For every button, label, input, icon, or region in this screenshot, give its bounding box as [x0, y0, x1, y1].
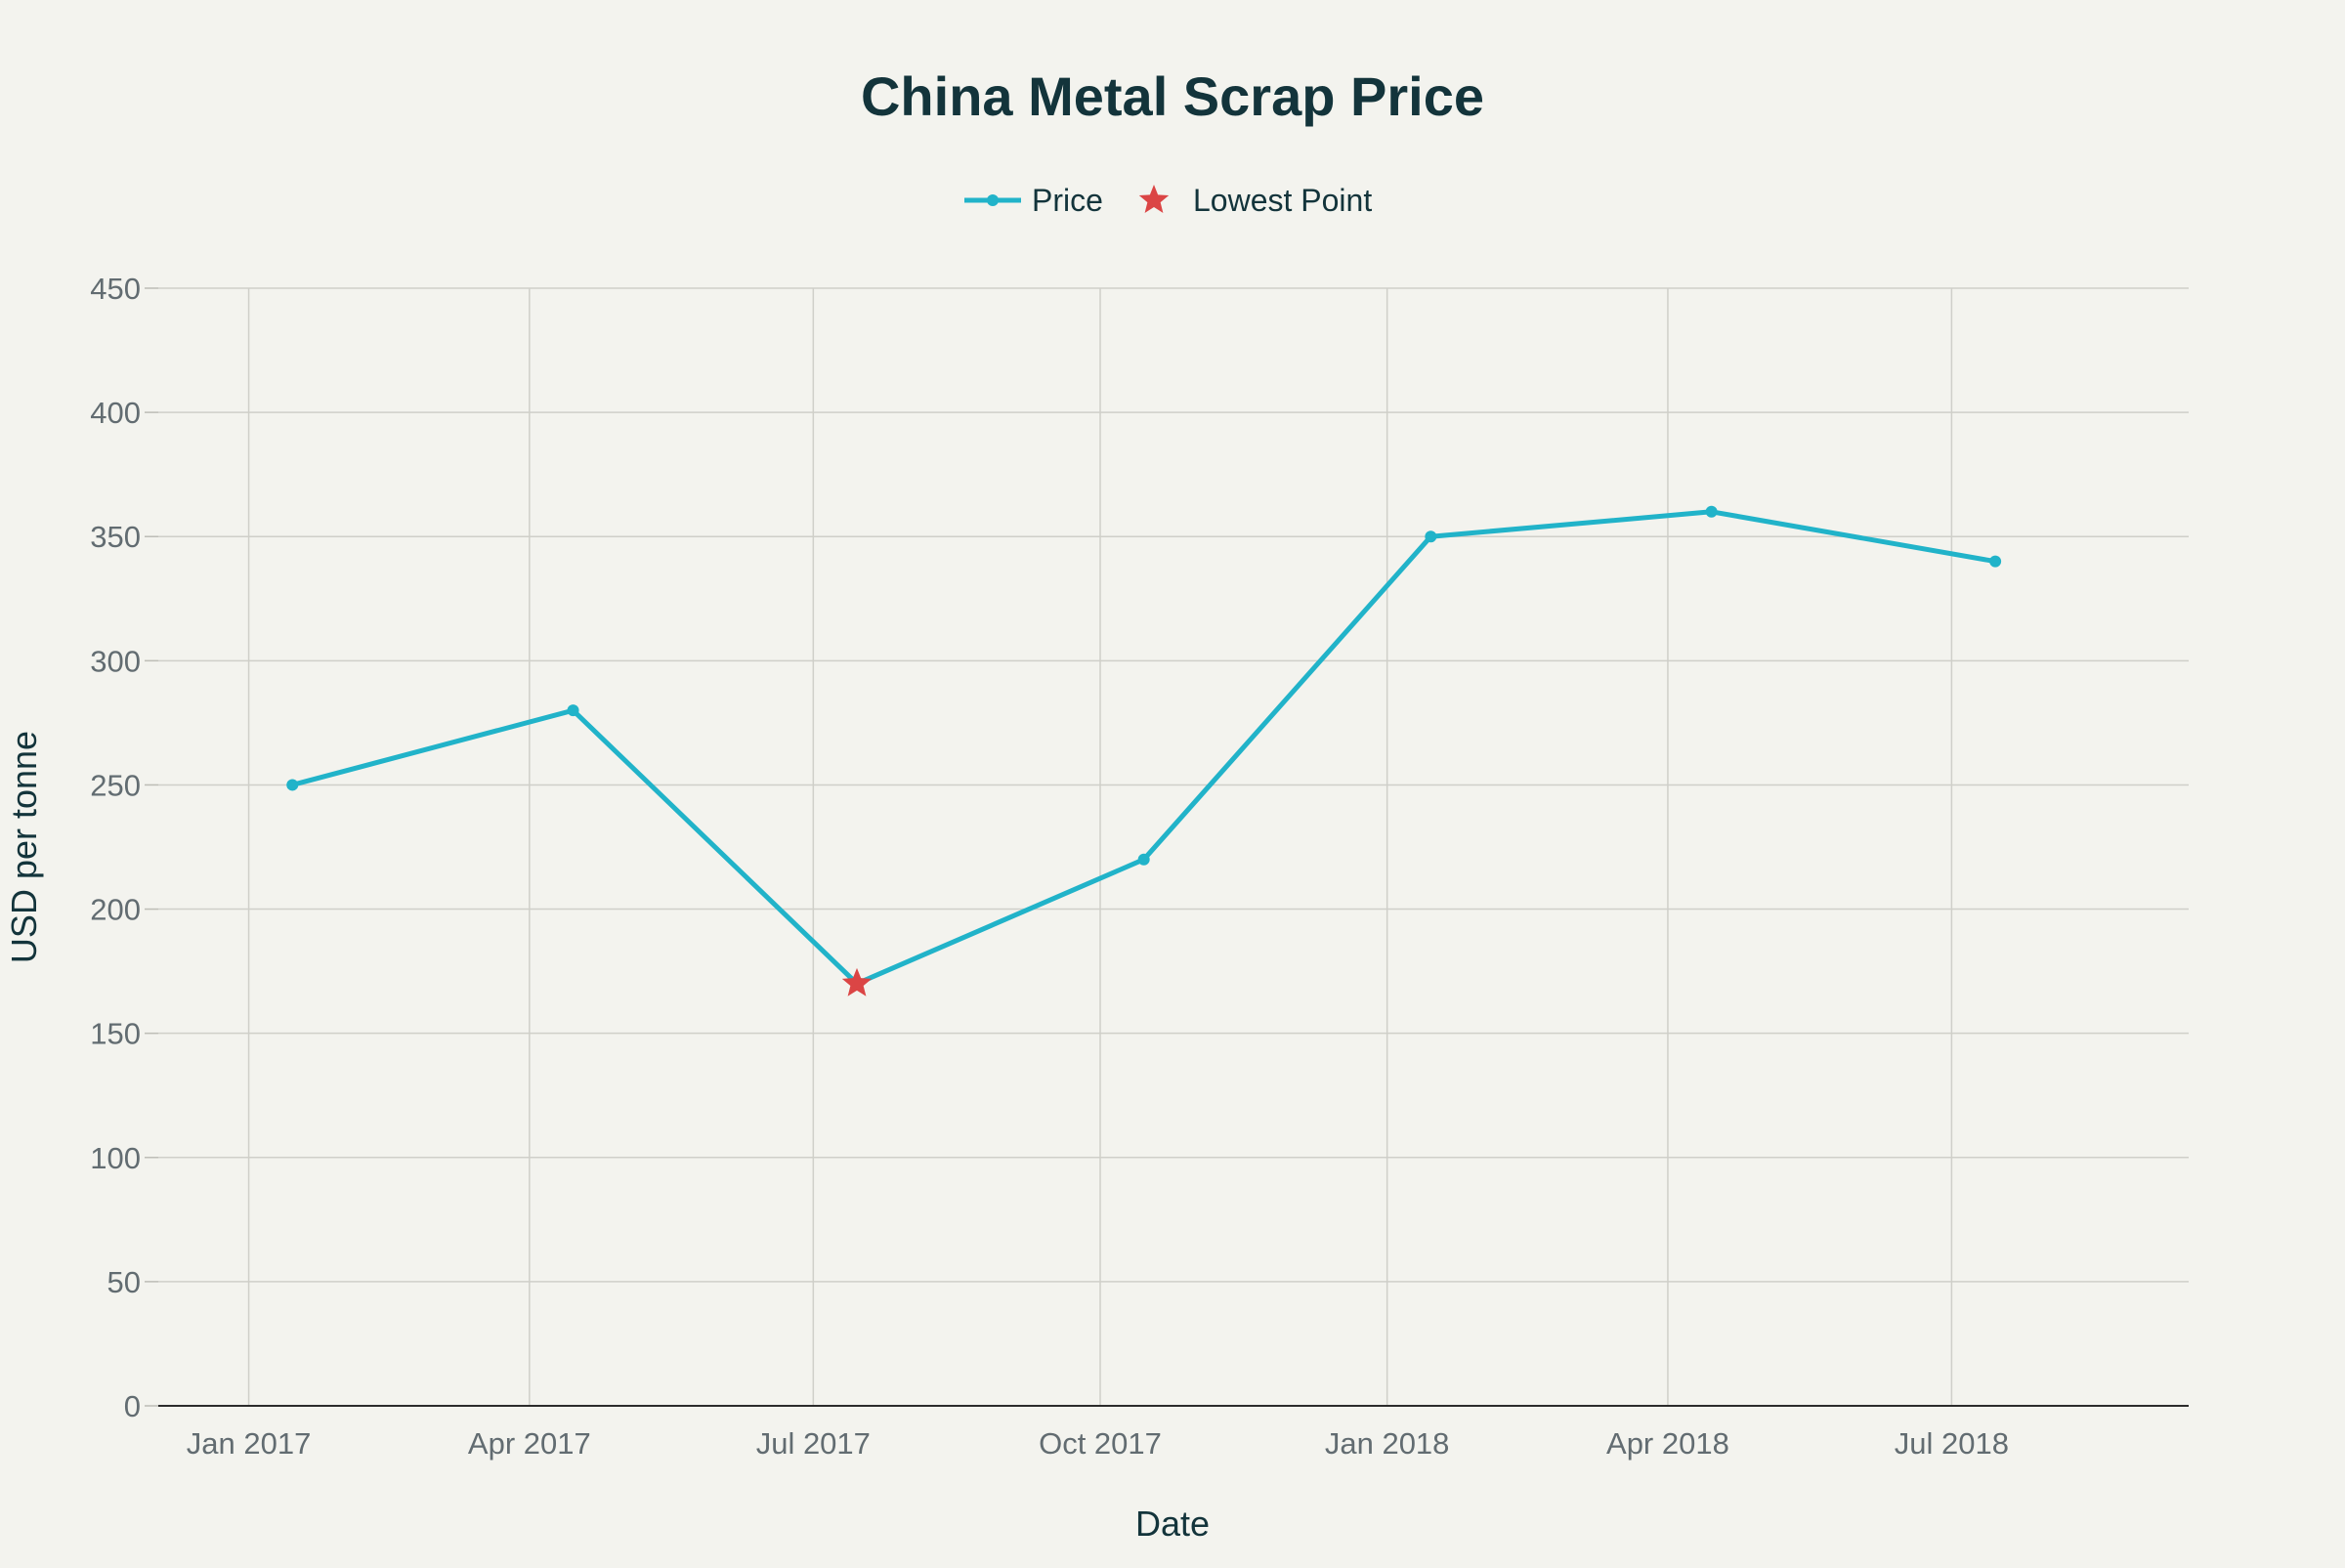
data-point [286, 779, 299, 791]
data-point [1425, 530, 1437, 543]
legend-label-price: Price [1032, 183, 1103, 218]
x-tick-label: Jan 2017 [187, 1426, 312, 1461]
y-axis-title: USD per tonne [4, 731, 44, 963]
y-tick-label: 200 [90, 893, 141, 927]
legend-label-lowest: Lowest Point [1193, 183, 1372, 218]
series-line-price [291, 509, 1996, 987]
y-tick-label: 350 [90, 520, 141, 554]
data-point [1705, 505, 1718, 518]
x-tick-label: Jul 2017 [756, 1426, 871, 1461]
legend: Price Lowest Point [964, 183, 1372, 218]
x-tick-label: Apr 2017 [468, 1426, 591, 1461]
y-tick-label: 50 [107, 1265, 141, 1299]
grid-layer [158, 287, 2189, 1406]
data-point [567, 704, 579, 717]
y-tick-label: 250 [90, 768, 141, 802]
legend-marker-price [987, 194, 999, 206]
x-tick-label: Jan 2018 [1325, 1426, 1450, 1461]
y-tick-label: 450 [90, 272, 141, 306]
x-tick-label: Apr 2018 [1606, 1426, 1729, 1461]
x-axis-title: Date [1135, 1504, 1210, 1544]
y-tick-label: 0 [124, 1389, 141, 1423]
series-layer [286, 505, 2002, 996]
data-point [1989, 555, 2002, 568]
lowest-point-star [841, 967, 873, 996]
x-tick-label: Oct 2017 [1039, 1426, 1162, 1461]
y-tick-label: 150 [90, 1017, 141, 1051]
y-tick-label: 300 [90, 644, 141, 678]
data-point [1137, 853, 1150, 866]
x-tick-label: Jul 2018 [1895, 1426, 2009, 1461]
y-tick-label: 100 [90, 1141, 141, 1175]
legend-marker-lowest [1138, 185, 1170, 213]
axis-layer: 0 50 100 150 200 250 300 350 400 450 Jan 2017 Apr 2… [90, 272, 2189, 1461]
y-tick-label: 400 [90, 396, 141, 430]
chart-title: China Metal Scrap Price [861, 65, 1484, 127]
